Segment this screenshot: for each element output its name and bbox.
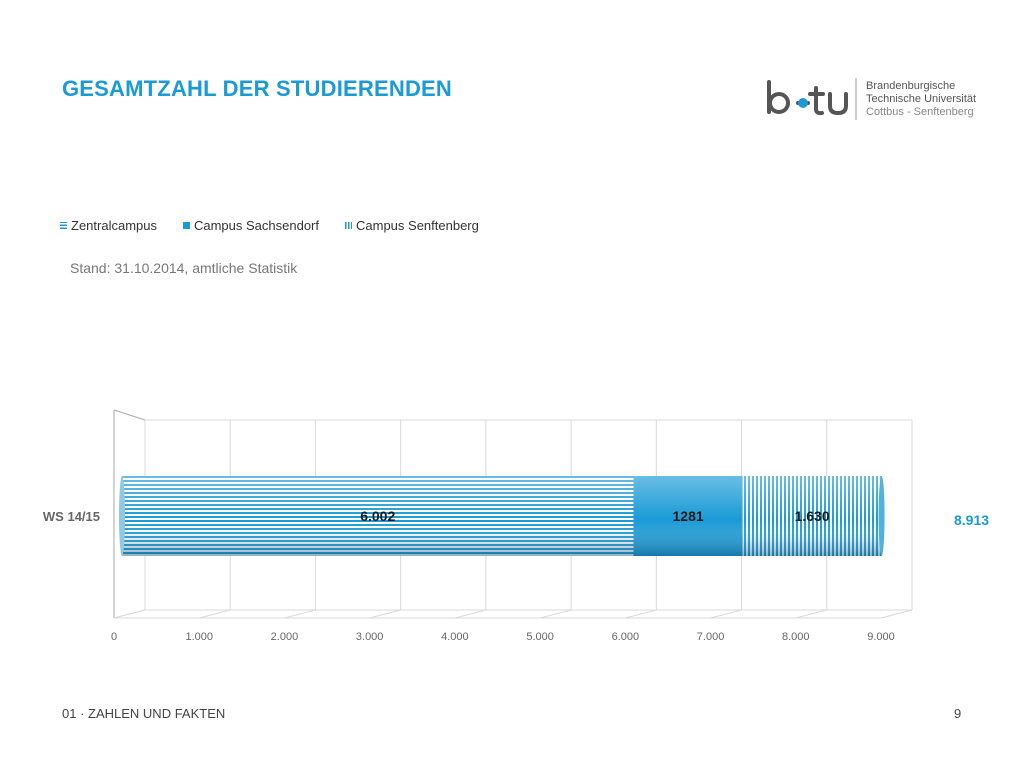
bar-cylinder-start-cap [119, 476, 125, 556]
logo-line-1: Brandenburgische [866, 80, 956, 92]
logo-line-3: Cottbus - Senftenberg [866, 106, 974, 118]
x-tick-label: 9.000 [867, 631, 895, 643]
floor-line-6000 [625, 609, 657, 619]
x-tick-label: 5.000 [526, 631, 554, 643]
bar-data-label: 1.630 [795, 508, 830, 524]
category-label: WS 14/15 [43, 509, 100, 524]
legend-item-senftenberg: Campus Senftenberg [345, 218, 479, 233]
floor-line-9000 [880, 609, 913, 619]
x-tick-label: 8.000 [782, 631, 810, 643]
legend-label: Zentralcampus [71, 218, 157, 233]
bars [119, 476, 885, 556]
logo-text: Brandenburgische Technische Universität … [866, 80, 976, 119]
legend-label: Campus Senftenberg [356, 218, 479, 233]
bar-segment-senftenberg-shade [742, 476, 882, 556]
x-tick-label: 6.000 [612, 631, 640, 643]
bar-segment-zentralcampus-shade [122, 476, 634, 556]
floor-line-3000 [369, 609, 401, 619]
bar-cylinder-end-cap [878, 476, 885, 556]
data-source-note: Stand: 31.10.2014, amtliche Statistik [70, 260, 298, 276]
floor-line-5000 [539, 609, 572, 619]
x-tick-label: 3.000 [356, 631, 384, 643]
floor-line-4000 [454, 609, 487, 619]
x-tick-label: 2.000 [271, 631, 299, 643]
legend-swatch-horizontal-stripes [60, 222, 67, 229]
chart-legend: Zentralcampus Campus Sachsendorf Campus … [60, 218, 479, 233]
floor-line-0 [113, 609, 146, 619]
total-label: 8.913 [954, 512, 989, 528]
x-tick-label: 7.000 [697, 631, 725, 643]
floor-line-2000 [284, 609, 316, 619]
labels: 0 1.000 2.000 3.000 4.000 5.000 6.000 7.000 8.00… [43, 508, 989, 643]
legend-swatch-vertical-stripes [345, 222, 352, 229]
logo-line-2: Technische Universität [866, 93, 977, 105]
floor-line-7000 [710, 609, 742, 619]
x-tick-label: 4.000 [441, 631, 469, 643]
page-number: 9 [954, 706, 962, 721]
btu-logo-icon [767, 78, 857, 120]
floor-line-8000 [795, 609, 827, 619]
x-tick-label: 1.000 [185, 631, 213, 643]
side-wall-top [113, 409, 146, 421]
grid [113, 409, 913, 619]
footer-section: 01 · ZAHLEN UND FAKTEN [62, 706, 226, 721]
legend-swatch-solid [182, 222, 190, 229]
legend-item-sachsendorf: Campus Sachsendorf [182, 218, 319, 233]
legend-label: Campus Sachsendorf [193, 218, 319, 233]
x-tick-label: 0 [111, 631, 117, 643]
legend-item-zentralcampus: Zentralcampus [60, 218, 157, 233]
floor-line-1000 [199, 609, 231, 619]
bar-segment-sachsendorf-shade [633, 476, 743, 556]
slide-title: GESAMTZAHL DER STUDIERENDEN [62, 76, 453, 101]
bar-data-label: 6.002 [360, 508, 395, 524]
bar-data-label: 1281 [673, 508, 704, 524]
